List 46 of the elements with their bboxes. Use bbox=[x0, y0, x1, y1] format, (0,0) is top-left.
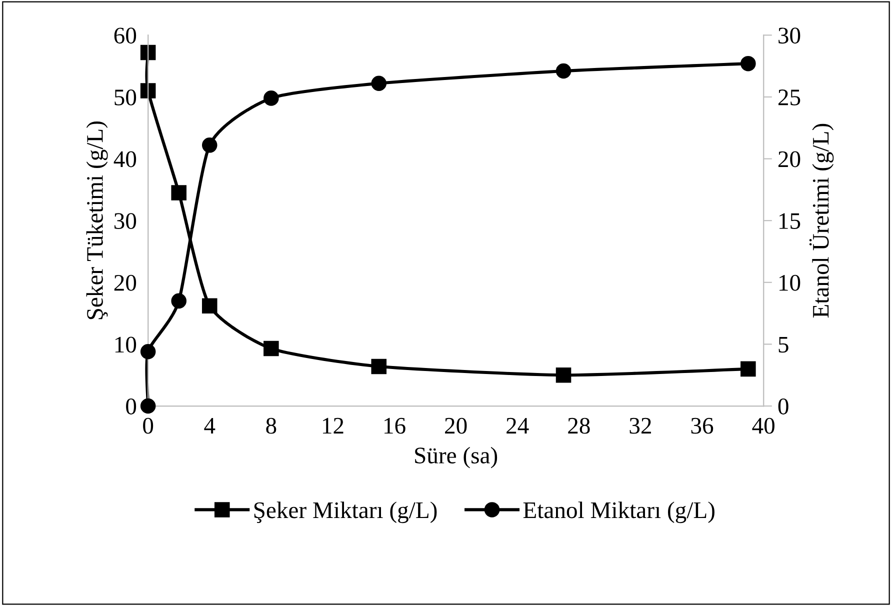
point bbox=[140, 398, 156, 414]
point bbox=[264, 90, 279, 106]
legend-label: Etanol Miktarı (g/L) bbox=[523, 502, 714, 524]
point bbox=[202, 298, 218, 314]
point bbox=[556, 367, 572, 383]
point bbox=[264, 340, 279, 356]
y-tick-label: 60 bbox=[114, 28, 136, 44]
y2-tick-label: 5 bbox=[778, 336, 788, 353]
point bbox=[556, 63, 572, 79]
y2-tick-label: 20 bbox=[778, 151, 800, 168]
y2-axis-title: Etanol Üretimi (g/L) bbox=[809, 124, 834, 318]
y2-tick-label: 0 bbox=[778, 398, 788, 414]
y2-tick-label: 30 bbox=[778, 28, 800, 44]
x-tick-label: 0 bbox=[143, 418, 154, 434]
x-tick-label: 8 bbox=[266, 418, 276, 434]
y2-tick-label: 25 bbox=[778, 90, 800, 106]
point bbox=[371, 76, 387, 91]
legend-label: Şeker Miktarı (g/L) bbox=[254, 502, 437, 524]
point bbox=[740, 361, 756, 377]
y-tick-label: 30 bbox=[114, 213, 136, 230]
y2-tick-label: 10 bbox=[780, 274, 800, 291]
y-tick-label: 50 bbox=[114, 89, 136, 106]
y-tick-label: 20 bbox=[114, 274, 136, 291]
point bbox=[202, 138, 218, 153]
x-tick-label: 40 bbox=[752, 418, 774, 434]
point bbox=[171, 185, 186, 200]
point bbox=[740, 56, 756, 72]
x-tick-label: 16 bbox=[384, 418, 406, 434]
point bbox=[171, 293, 186, 309]
x-tick-label: 12 bbox=[322, 418, 344, 434]
y-axis-title: Şeker Tüketimi (g/L) bbox=[86, 122, 108, 320]
x-tick-label: 36 bbox=[691, 418, 714, 434]
y2-tick-label: 15 bbox=[780, 213, 800, 230]
x-tick-label: 24 bbox=[506, 418, 529, 434]
x-axis-title: Süre (sa) bbox=[415, 446, 498, 468]
point bbox=[371, 358, 387, 374]
x-tick-label: 20 bbox=[445, 418, 467, 434]
y-tick-label: 40 bbox=[114, 151, 136, 168]
x-tick-label: 32 bbox=[630, 418, 651, 434]
x-tick-label: 4 bbox=[204, 418, 216, 434]
y-tick-label: 0 bbox=[126, 398, 136, 414]
x-tick-label: 28 bbox=[568, 418, 590, 434]
y-tick-label: 10 bbox=[115, 336, 136, 353]
point bbox=[140, 344, 156, 360]
point bbox=[140, 44, 156, 60]
point bbox=[140, 83, 156, 98]
